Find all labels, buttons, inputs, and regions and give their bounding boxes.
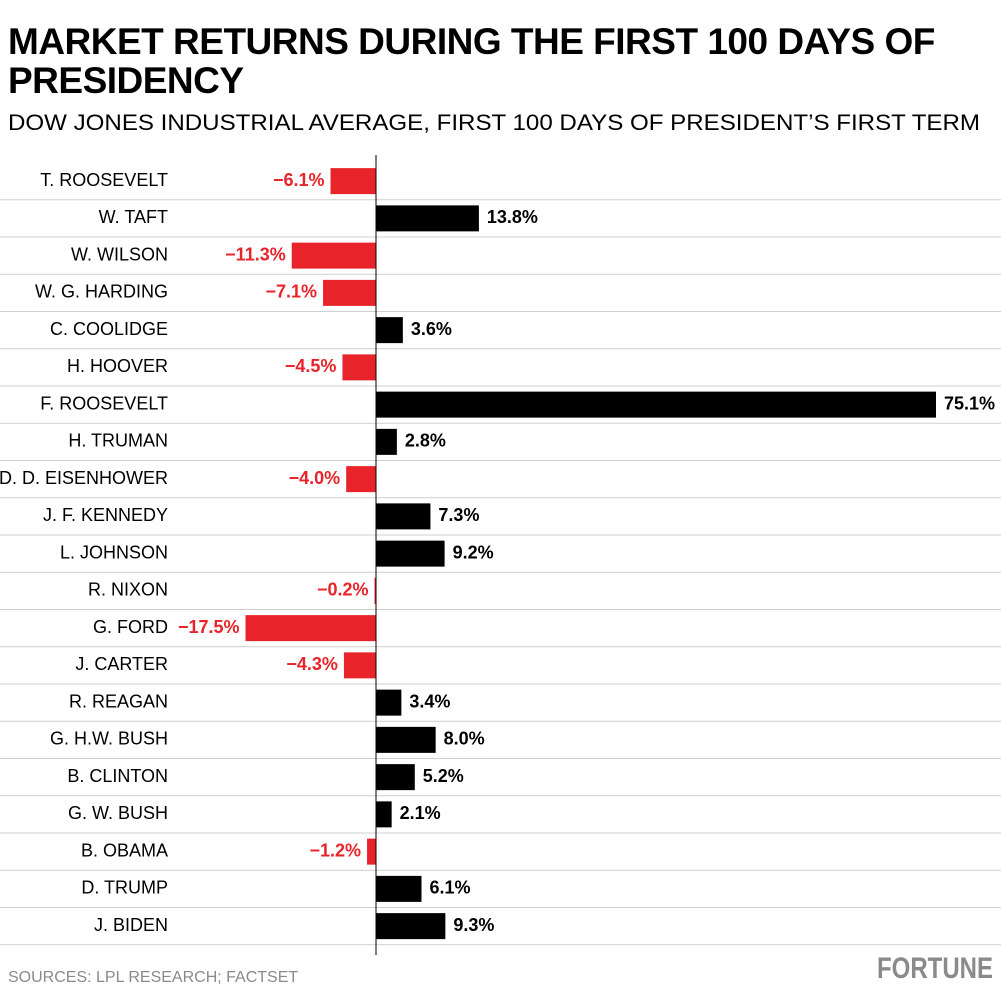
bar bbox=[330, 168, 376, 195]
value-label: −4.5% bbox=[285, 356, 337, 376]
bar bbox=[245, 615, 376, 642]
bar bbox=[343, 652, 376, 679]
category-label: G. FORD bbox=[93, 617, 168, 637]
value-label: −7.1% bbox=[266, 282, 318, 302]
bar bbox=[376, 913, 446, 940]
bar bbox=[367, 838, 376, 865]
category-label: W. WILSON bbox=[71, 244, 168, 264]
brand: FORTUNE bbox=[877, 952, 993, 985]
value-label: 6.1% bbox=[429, 878, 470, 898]
category-label: G. H.W. BUSH bbox=[50, 729, 168, 749]
bar bbox=[376, 503, 431, 530]
category-label: G. W. BUSH bbox=[68, 803, 168, 823]
value-label: 9.2% bbox=[453, 542, 494, 562]
bar bbox=[376, 205, 479, 232]
source: SOURCES: LPL RESEARCH; FACTSET bbox=[8, 969, 298, 986]
category-label: W. TAFT bbox=[99, 207, 168, 227]
value-label: 2.8% bbox=[405, 431, 446, 451]
category-label: D. D. EISENHOWER bbox=[0, 468, 168, 488]
category-label: J. CARTER bbox=[75, 654, 168, 674]
bar bbox=[376, 428, 397, 455]
bar bbox=[376, 875, 422, 902]
chart-title: MARKET RETURNS DURING THE FIRST 100 DAYS… bbox=[8, 21, 935, 101]
value-label: 7.3% bbox=[438, 505, 479, 525]
category-label: F. ROOSEVELT bbox=[40, 393, 168, 413]
value-label: 13.8% bbox=[487, 207, 538, 227]
category-label: B. OBAMA bbox=[81, 840, 168, 860]
category-label: H. TRUMAN bbox=[68, 431, 168, 451]
category-label: B. CLINTON bbox=[67, 766, 168, 786]
value-label: 5.2% bbox=[423, 766, 464, 786]
category-label: T. ROOSEVELT bbox=[40, 170, 168, 190]
bar bbox=[376, 317, 403, 344]
bar bbox=[376, 689, 402, 716]
bar bbox=[323, 279, 376, 306]
bar bbox=[376, 391, 936, 418]
value-label: −6.1% bbox=[273, 170, 325, 190]
chart-subtitle: DOW JONES INDUSTRIAL AVERAGE, FIRST 100 … bbox=[8, 110, 980, 135]
category-label: W. G. HARDING bbox=[35, 282, 168, 302]
value-label: 75.1% bbox=[944, 393, 995, 413]
value-label: 8.0% bbox=[444, 729, 485, 749]
category-label: L. JOHNSON bbox=[60, 542, 168, 562]
bar bbox=[346, 466, 376, 493]
category-label: H. HOOVER bbox=[67, 356, 168, 376]
value-label: 3.4% bbox=[409, 691, 450, 711]
category-label: J. F. KENNEDY bbox=[43, 505, 168, 525]
value-label: −4.3% bbox=[286, 654, 338, 674]
value-label: 9.3% bbox=[453, 915, 494, 935]
bar bbox=[376, 801, 392, 828]
category-label: R. REAGAN bbox=[69, 691, 168, 711]
category-label: C. COOLIDGE bbox=[50, 319, 168, 339]
value-label: −1.2% bbox=[310, 840, 362, 860]
bar bbox=[291, 242, 376, 269]
bar bbox=[376, 726, 436, 753]
value-label: −17.5% bbox=[178, 617, 240, 637]
bar bbox=[342, 354, 376, 381]
category-label: J. BIDEN bbox=[94, 915, 168, 935]
bar bbox=[376, 764, 415, 791]
value-label: −4.0% bbox=[289, 468, 341, 488]
value-label: −11.3% bbox=[225, 244, 286, 264]
value-label: 2.1% bbox=[400, 803, 441, 823]
bar bbox=[376, 540, 445, 567]
category-label: D. TRUMP bbox=[81, 878, 168, 898]
category-label: R. NIXON bbox=[88, 580, 168, 600]
value-label: 3.6% bbox=[411, 319, 452, 339]
value-label: −0.2% bbox=[317, 580, 369, 600]
bar bbox=[374, 577, 376, 604]
